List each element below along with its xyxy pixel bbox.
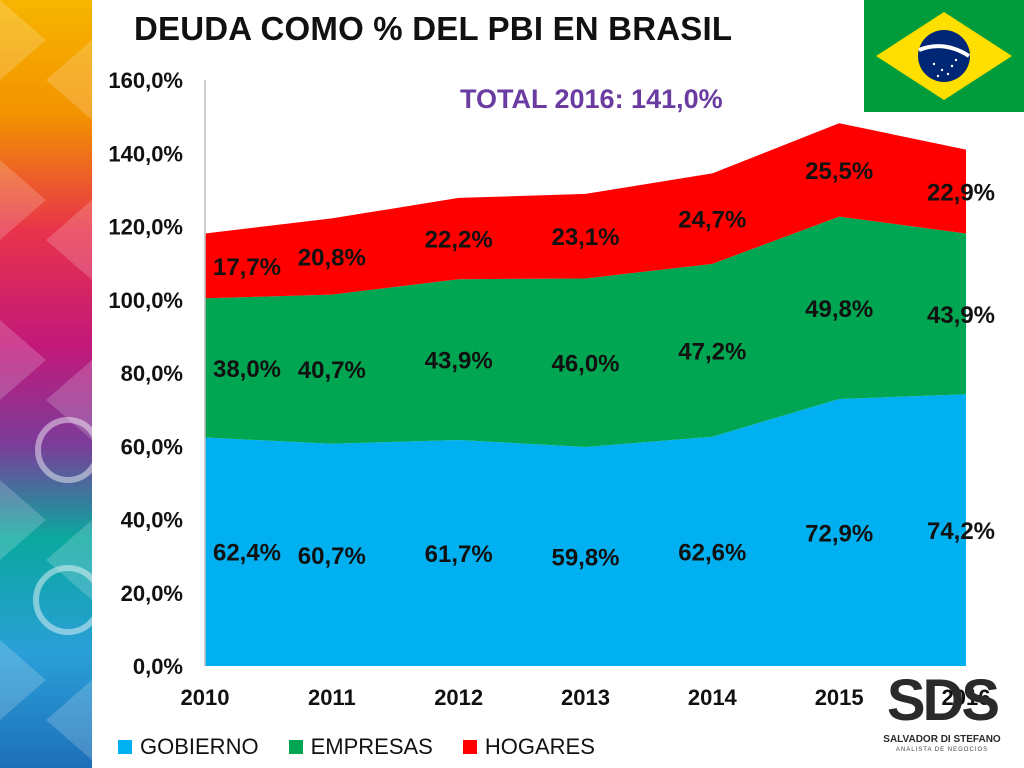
y-tick-label: 20,0% xyxy=(121,581,183,606)
brazil-flag-icon xyxy=(864,0,1024,112)
data-label-hogares: 20,8% xyxy=(298,245,366,272)
y-tick-label: 100,0% xyxy=(108,288,183,313)
data-label-hogares: 25,5% xyxy=(805,158,873,185)
sds-logo: SDS SALVADOR DI STEFANO ANALISTA DE NEGO… xyxy=(882,668,1002,768)
data-label-gobierno: 60,7% xyxy=(298,543,366,570)
y-tick-label: 0,0% xyxy=(133,654,183,679)
data-label-empresas: 47,2% xyxy=(678,338,746,365)
data-label-empresas: 43,9% xyxy=(927,302,995,329)
x-tick-label: 2016 xyxy=(942,685,991,710)
decorative-side-strip xyxy=(0,0,92,768)
logo-tagline: ANALISTA DE NEGOCIOS xyxy=(895,747,989,753)
data-label-empresas: 49,8% xyxy=(805,296,873,323)
data-label-gobierno: 62,6% xyxy=(678,539,746,566)
chart-subtitle: TOTAL 2016: 141,0% xyxy=(460,84,723,114)
logo-initials: SDS xyxy=(886,668,1000,733)
legend-item-hogares: HOGARES xyxy=(462,734,595,760)
x-tick-label: 2012 xyxy=(434,685,483,710)
data-label-gobierno: 74,2% xyxy=(927,518,995,545)
area-hogares xyxy=(205,123,966,299)
y-tick-label: 120,0% xyxy=(108,215,183,240)
legend-swatch-gobierno xyxy=(118,740,132,754)
x-tick-label: 2015 xyxy=(815,685,864,710)
y-tick-label: 60,0% xyxy=(121,434,183,459)
data-label-gobierno: 62,4% xyxy=(213,540,281,567)
data-label-hogares: 23,1% xyxy=(551,224,619,251)
data-label-hogares: 22,2% xyxy=(425,227,493,254)
y-tick-label: 140,0% xyxy=(108,141,183,166)
legend-label-gobierno: GOBIERNO xyxy=(140,734,259,759)
logo-name: SALVADOR DI STEFANO xyxy=(883,734,1001,745)
area-gobierno xyxy=(205,394,966,666)
legend-item-empresas: EMPRESAS xyxy=(288,734,433,760)
data-label-gobierno: 59,8% xyxy=(551,544,619,571)
data-label-empresas: 38,0% xyxy=(213,356,281,383)
y-tick-label: 40,0% xyxy=(121,508,183,533)
data-label-gobierno: 72,9% xyxy=(805,521,873,548)
y-tick-label: 160,0% xyxy=(108,68,183,93)
data-label-hogares: 24,7% xyxy=(678,207,746,234)
x-tick-label: 2013 xyxy=(561,685,610,710)
legend-label-hogares: HOGARES xyxy=(484,734,595,759)
x-tick-label: 2011 xyxy=(308,685,356,710)
data-label-empresas: 43,9% xyxy=(425,348,493,375)
chart-title: DEUDA COMO % DEL PBI EN BRASIL xyxy=(134,10,733,47)
chart-legend: GOBIERNO EMPRESAS HOGARES xyxy=(118,734,595,760)
legend-swatch-empresas xyxy=(288,740,303,754)
legend-swatch-hogares xyxy=(462,740,477,754)
area-empresas xyxy=(205,216,966,447)
data-label-gobierno: 61,7% xyxy=(425,541,493,568)
x-tick-label: 2014 xyxy=(688,685,738,710)
data-label-empresas: 40,7% xyxy=(298,357,366,384)
data-label-hogares: 22,9% xyxy=(927,180,995,207)
x-tick-label: 2010 xyxy=(181,685,230,710)
legend-label-empresas: EMPRESAS xyxy=(310,734,433,759)
data-label-empresas: 46,0% xyxy=(551,351,619,378)
y-tick-label: 80,0% xyxy=(121,361,183,386)
data-label-hogares: 17,7% xyxy=(213,254,281,281)
legend-item-gobierno: GOBIERNO xyxy=(118,734,259,760)
